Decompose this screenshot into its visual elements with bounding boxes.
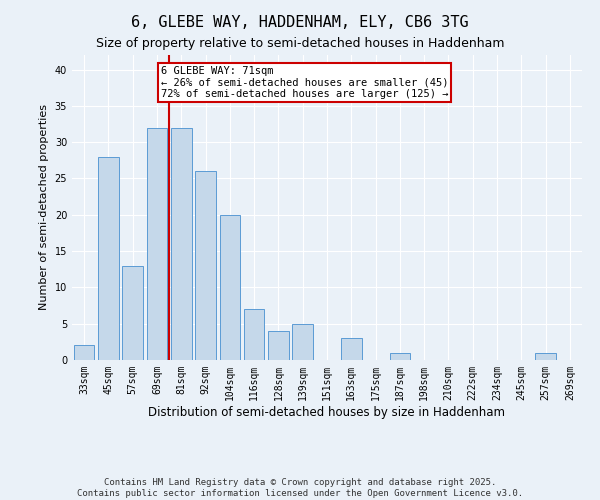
Bar	[146, 128, 167, 360]
Text: Size of property relative to semi-detached houses in Haddenham: Size of property relative to semi-detach…	[96, 38, 504, 51]
Bar	[122, 266, 143, 360]
Bar	[292, 324, 313, 360]
Y-axis label: Number of semi-detached properties: Number of semi-detached properties	[39, 104, 49, 310]
Text: Contains HM Land Registry data © Crown copyright and database right 2025.
Contai: Contains HM Land Registry data © Crown c…	[77, 478, 523, 498]
Bar	[98, 156, 119, 360]
Bar	[244, 309, 265, 360]
Bar	[74, 346, 94, 360]
Bar	[535, 352, 556, 360]
X-axis label: Distribution of semi-detached houses by size in Haddenham: Distribution of semi-detached houses by …	[149, 406, 505, 418]
Bar	[220, 215, 240, 360]
Bar	[195, 171, 216, 360]
Bar	[171, 128, 191, 360]
Text: 6 GLEBE WAY: 71sqm
← 26% of semi-detached houses are smaller (45)
72% of semi-de: 6 GLEBE WAY: 71sqm ← 26% of semi-detache…	[161, 66, 448, 99]
Bar	[268, 331, 289, 360]
Text: 6, GLEBE WAY, HADDENHAM, ELY, CB6 3TG: 6, GLEBE WAY, HADDENHAM, ELY, CB6 3TG	[131, 15, 469, 30]
Bar	[341, 338, 362, 360]
Bar	[389, 352, 410, 360]
